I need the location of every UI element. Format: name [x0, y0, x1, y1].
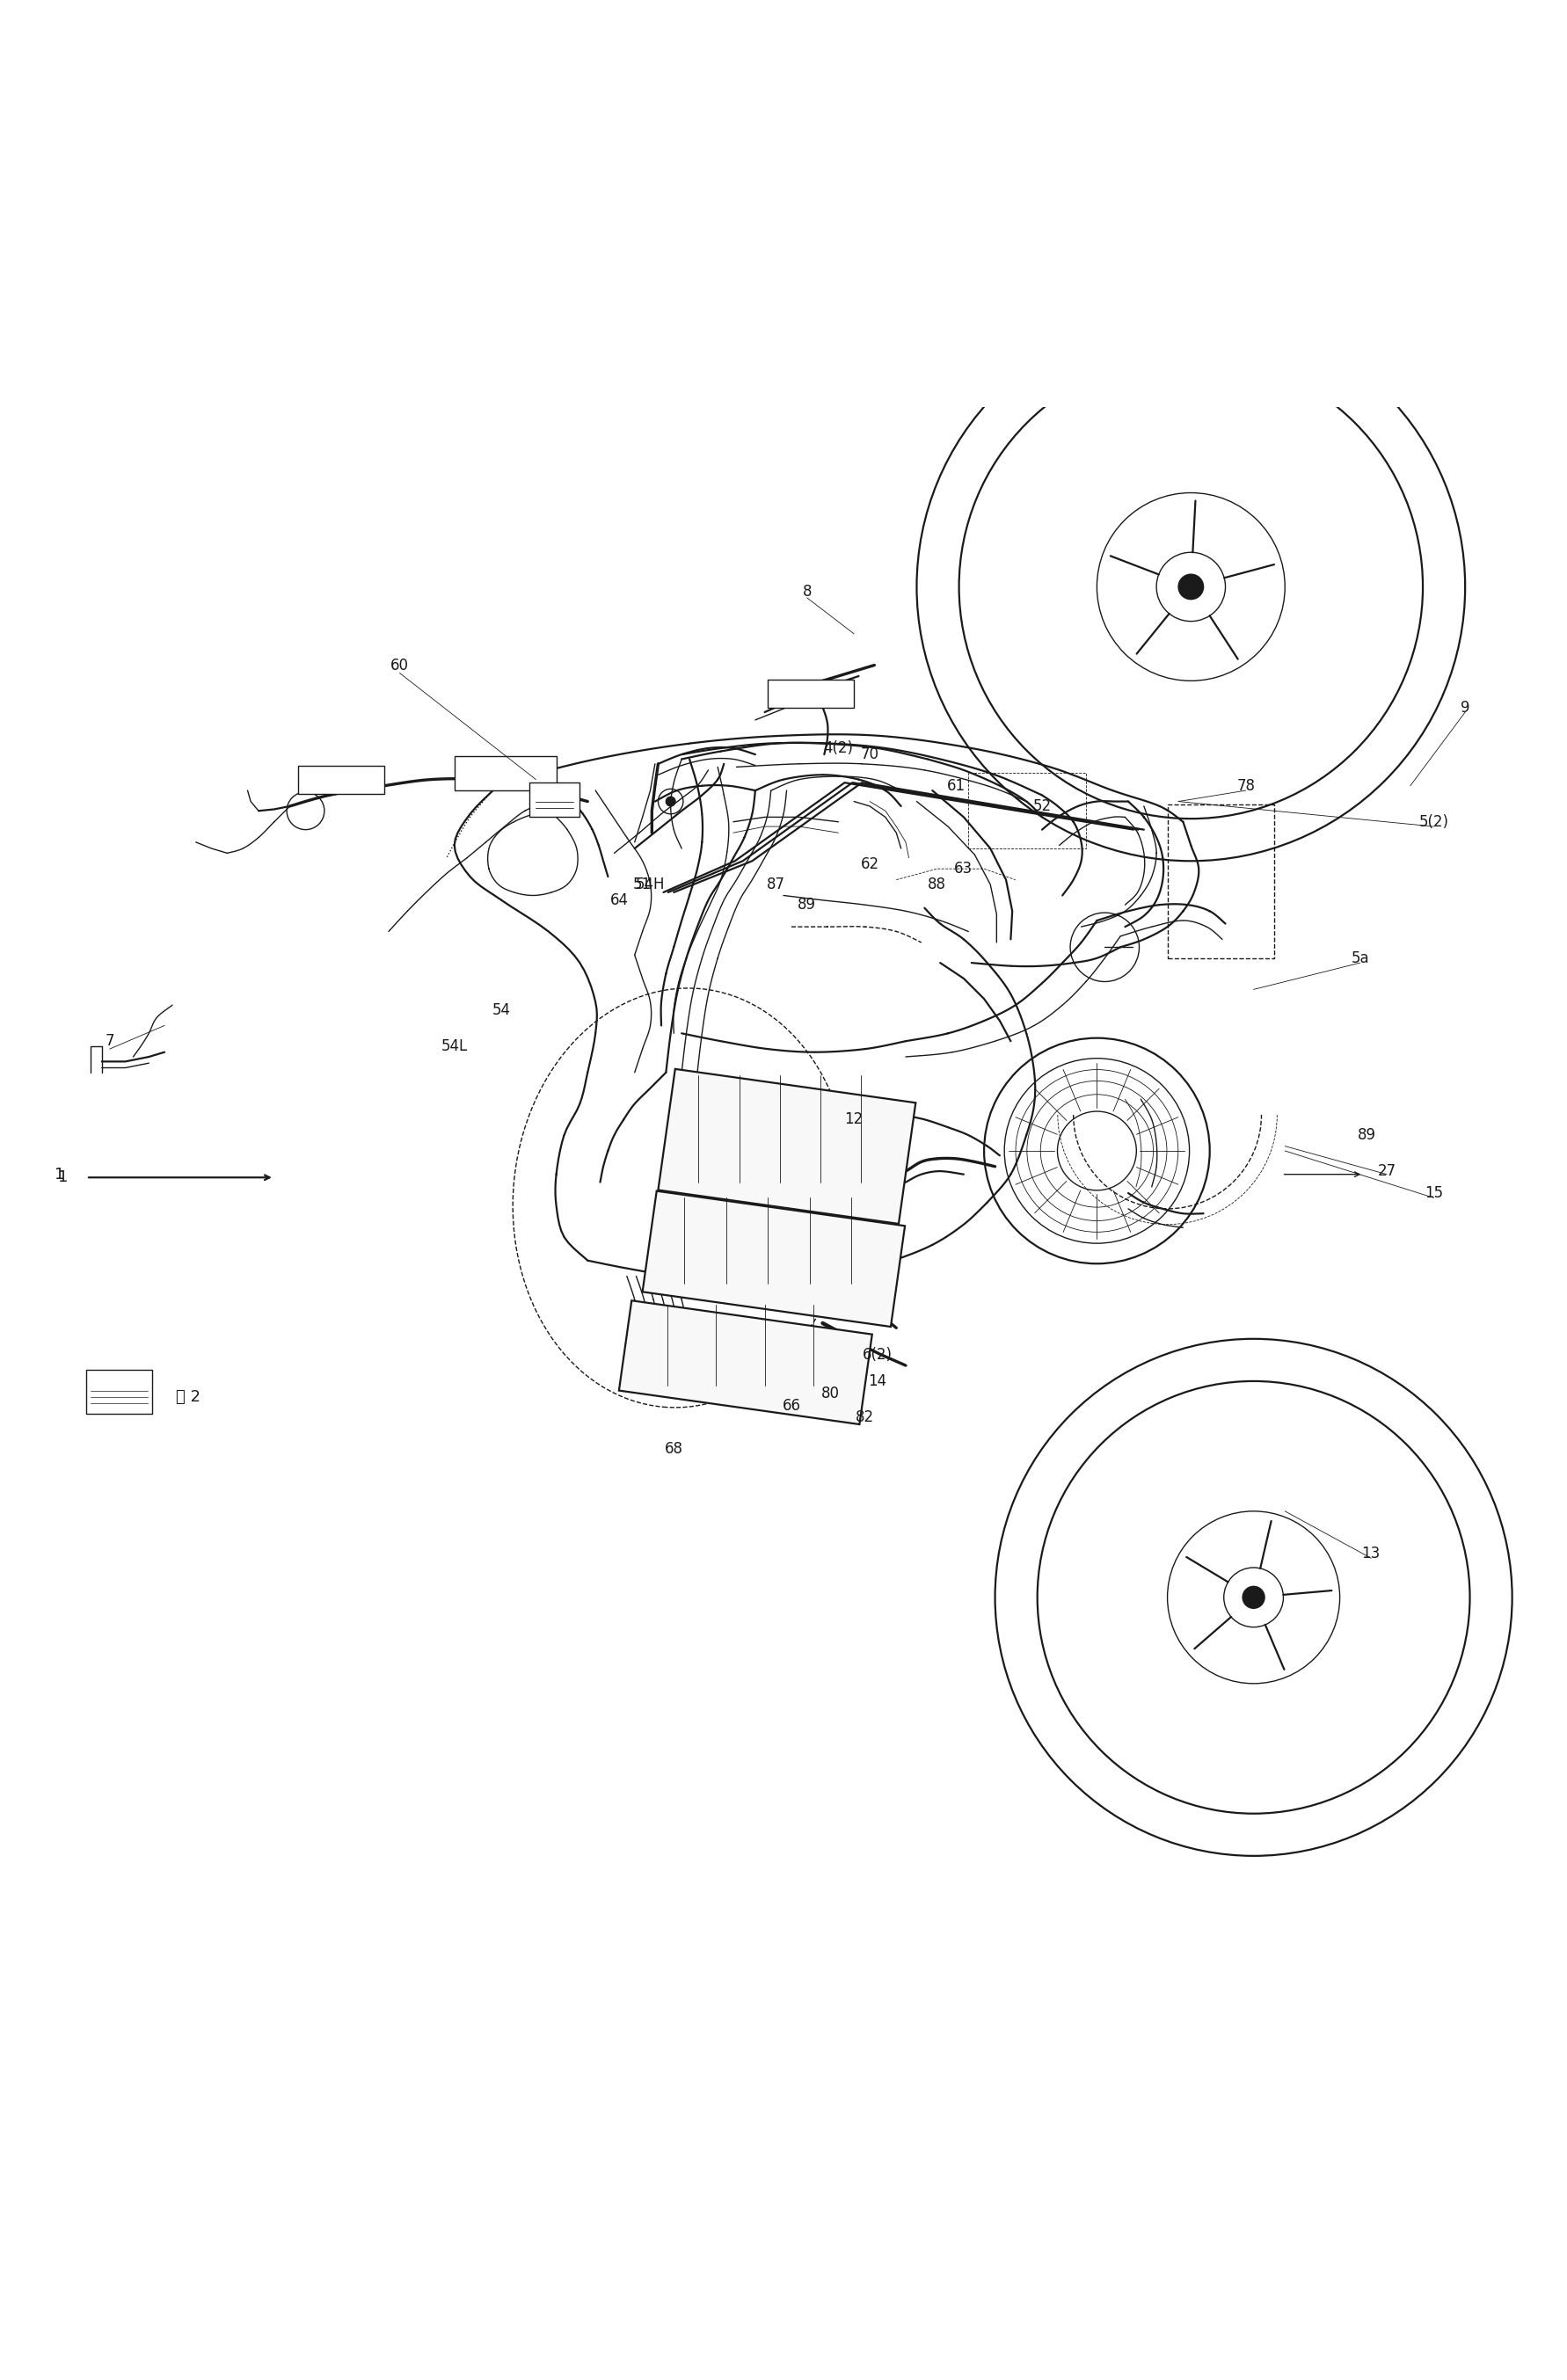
Bar: [530, 783, 580, 816]
Text: 15: 15: [1424, 1185, 1443, 1202]
Text: 8: 8: [802, 583, 812, 600]
Circle shape: [1243, 1587, 1265, 1609]
Text: 68: 68: [664, 1440, 683, 1457]
Bar: [642, 1190, 904, 1326]
Text: 78: 78: [1236, 778, 1255, 793]
Text: 66: 66: [782, 1399, 801, 1414]
Text: 7: 7: [105, 1033, 114, 1050]
Text: 27: 27: [1377, 1164, 1396, 1178]
Text: 64: 64: [610, 892, 628, 909]
Text: 60: 60: [390, 657, 409, 674]
Text: 12: 12: [845, 1111, 863, 1128]
Text: 70: 70: [860, 747, 879, 762]
Bar: [768, 678, 854, 707]
Bar: [619, 1299, 873, 1423]
Text: 1: 1: [58, 1169, 67, 1185]
Text: 87: 87: [766, 876, 785, 892]
Text: 61: 61: [946, 778, 965, 793]
Text: 63: 63: [954, 862, 973, 876]
Text: 54: 54: [492, 1002, 511, 1019]
Text: 52: 52: [1033, 797, 1051, 814]
Text: 82: 82: [856, 1409, 874, 1426]
Bar: [454, 757, 556, 790]
Bar: [1167, 804, 1274, 959]
Text: 62: 62: [860, 857, 879, 871]
Circle shape: [1178, 574, 1203, 600]
Text: 51: 51: [633, 876, 652, 892]
Text: 9: 9: [1460, 700, 1470, 716]
Text: 54H: 54H: [636, 876, 664, 892]
Text: 88: 88: [928, 876, 946, 892]
Text: 89: 89: [1357, 1128, 1376, 1142]
Text: 1: 1: [55, 1166, 64, 1183]
Text: 5(2): 5(2): [1418, 814, 1449, 831]
Text: 80: 80: [821, 1385, 840, 1402]
Bar: [86, 1371, 152, 1414]
Text: 14: 14: [868, 1373, 887, 1390]
Circle shape: [666, 797, 675, 807]
Text: 13: 13: [1362, 1545, 1381, 1561]
Text: 54L: 54L: [442, 1038, 467, 1054]
Bar: [658, 1069, 915, 1223]
Text: 図 2: 図 2: [176, 1390, 201, 1404]
Text: 6(2): 6(2): [862, 1347, 893, 1361]
Bar: [968, 774, 1086, 847]
Bar: [298, 766, 384, 793]
Text: 5a: 5a: [1351, 950, 1370, 966]
Text: 89: 89: [798, 897, 816, 914]
Text: 4(2): 4(2): [823, 740, 854, 757]
